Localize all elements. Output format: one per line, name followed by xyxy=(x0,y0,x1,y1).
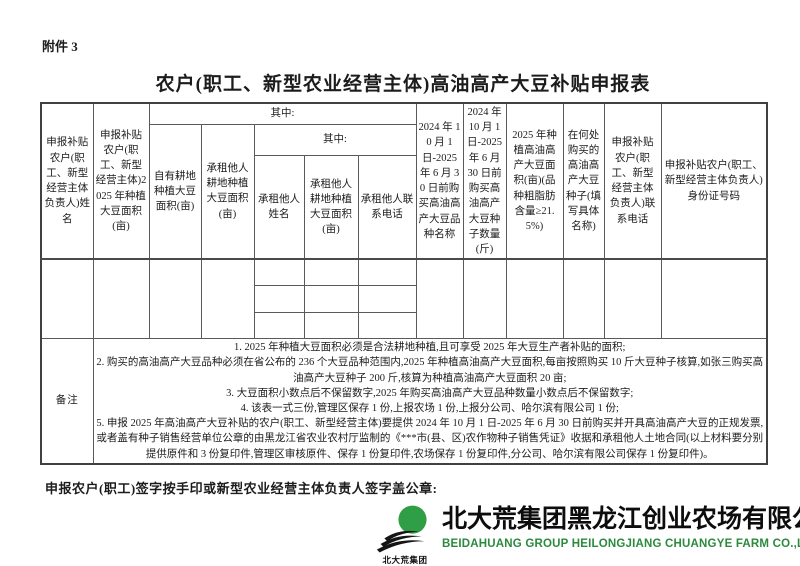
data-cell-applicant-name xyxy=(40,258,94,339)
header-row-3: 承租他人姓名 承租他人耕地种植大豆面积(亩) 承租他人联系电话 xyxy=(41,154,767,260)
col-header-lessor-land-area: 承租他人耕地种植大豆面积(亩) xyxy=(303,154,359,260)
data-cell-lessor-land-area-2 xyxy=(303,284,359,313)
data-cell-lessor-name-2 xyxy=(253,284,305,313)
among-header-1: 其中: xyxy=(148,102,417,125)
data-cell-lessor-name-1 xyxy=(253,258,305,286)
data-cell-planting-area-2025 xyxy=(92,258,150,339)
col-header-seed-quantity: 2024 年 10 月 1 日-2025 年 6 月 30 日前购买高油高产大豆… xyxy=(462,102,507,260)
note-line-3: 3. 大豆面积小数点后不保留数字,2025 年购买高油高产大豆品种数量小数点后不… xyxy=(226,387,634,399)
company-name-cn: 北大荒集团黑龙江创业农场有限公司 xyxy=(442,505,800,533)
data-cell-lessor-land-area-1 xyxy=(303,258,359,286)
data-cell-seed-variety-name xyxy=(415,258,464,339)
col-header-seed-purchase-place: 在何处购买的高油高产大豆种子(填写具体名称) xyxy=(562,102,605,260)
col-header-applicant-phone: 申报补贴农户(职工、新型经营主体负责人)联系电话 xyxy=(603,102,662,260)
col-header-rented-land-area: 承租他人耕地种植大豆面积(亩) xyxy=(200,123,255,260)
header-row-2: 自有耕地种植大豆面积(亩) 承租他人耕地种植大豆面积(亩) 其中: xyxy=(41,123,767,260)
data-cell-high-oil-area-2025 xyxy=(505,258,564,339)
company-name-block: 北大荒集团黑龙江创业农场有限公司 BEIDAHUANG GROUP HEILON… xyxy=(442,504,800,551)
signature-line: 申报农户(职工)签字按手印或新型农业经营主体负责人签字盖公章: xyxy=(45,481,438,496)
note-line-1: 1. 2025 年种植大豆面积必须是合法耕地种植,且可享受 2025 年大豆生产… xyxy=(234,342,626,354)
data-cell-lessor-phone-3 xyxy=(357,311,417,339)
note-line-5: 5. 申报 2025 年高油高产大豆补贴的农户(职工、新型经营主体)要提供 20… xyxy=(96,418,764,460)
company-name-en: BEIDAHUANG GROUP HEILONGJIANG CHUANGYE F… xyxy=(442,538,800,550)
data-cell-applicant-phone xyxy=(603,258,662,339)
col-header-high-oil-area-2025: 2025 年种植高油高产大豆面积(亩)(品种粗脂肪含量≥21.5%) xyxy=(505,102,564,260)
among-header-2: 其中: xyxy=(253,123,417,156)
data-row-3 xyxy=(41,311,767,339)
col-header-seed-variety-name: 2024 年 10 月 1 日-2025 年 6 月 30 日前购买高油高产大豆… xyxy=(415,102,464,260)
notes-cell: 1. 2025 年种植大豆面积必须是合法耕地种植,且可享受 2025 年大豆生产… xyxy=(92,337,768,465)
data-cell-rented-land-area xyxy=(200,258,255,339)
data-cell-lessor-land-area-3 xyxy=(303,311,359,339)
notes-label: 备注 xyxy=(40,337,94,465)
note-line-2: 2. 购买的高油高产大豆品种必须在省公布的 236 个大豆品种范围内,2025 … xyxy=(96,357,764,384)
notes-row: 备注 1. 2025 年种植大豆面积必须是合法耕地种植,且可享受 2025 年大… xyxy=(40,337,768,465)
beidahuang-logo-icon: 北大荒集团 xyxy=(374,504,436,566)
data-cell-own-land-area xyxy=(148,258,202,339)
data-cell-seed-quantity xyxy=(462,258,507,339)
subsidy-application-table: 申报补贴农户(职工、新型经营主体负责人)姓名 申报补贴农户(职工、新型经营主体)… xyxy=(40,102,769,466)
note-line-4: 4. 该表一式三份,管理区保存 1 份,上报农场 1 份,上报分公司、哈尔滨有限… xyxy=(240,402,619,414)
col-header-lessor-name: 承租他人姓名 xyxy=(253,154,305,260)
header-row-1: 申报补贴农户(职工、新型经营主体负责人)姓名 申报补贴农户(职工、新型经营主体)… xyxy=(40,102,768,260)
data-cell-applicant-id-number xyxy=(660,258,768,339)
data-cell-seed-purchase-place xyxy=(562,258,605,339)
page-title: 农户(职工、新型农业经营主体)高油高产大豆补贴申报表 xyxy=(155,74,651,95)
data-row-1 xyxy=(40,258,768,339)
col-header-planting-area-2025: 申报补贴农户(职工、新型经营主体)2025 年种植大豆面积(亩) xyxy=(92,102,150,260)
attachment-label: 附件 3 xyxy=(42,39,78,54)
data-cell-lessor-phone-2 xyxy=(357,284,417,313)
col-header-own-land-area: 自有耕地种植大豆面积(亩) xyxy=(148,123,202,260)
col-header-applicant-name: 申报补贴农户(职工、新型经营主体负责人)姓名 xyxy=(40,102,94,260)
data-cell-lessor-phone-1 xyxy=(357,258,417,286)
col-header-lessor-phone: 承租他人联系电话 xyxy=(357,154,417,260)
logo-caption: 北大荒集团 xyxy=(382,555,428,565)
col-header-applicant-id-number: 申报补贴农户(职工、新型经营主体负责人)身份证号码 xyxy=(660,102,768,260)
data-cell-lessor-name-3 xyxy=(253,311,305,339)
company-logo: 北大荒集团 北大荒集团黑龙江创业农场有限公司 BEIDAHUANG GROUP … xyxy=(374,504,800,566)
